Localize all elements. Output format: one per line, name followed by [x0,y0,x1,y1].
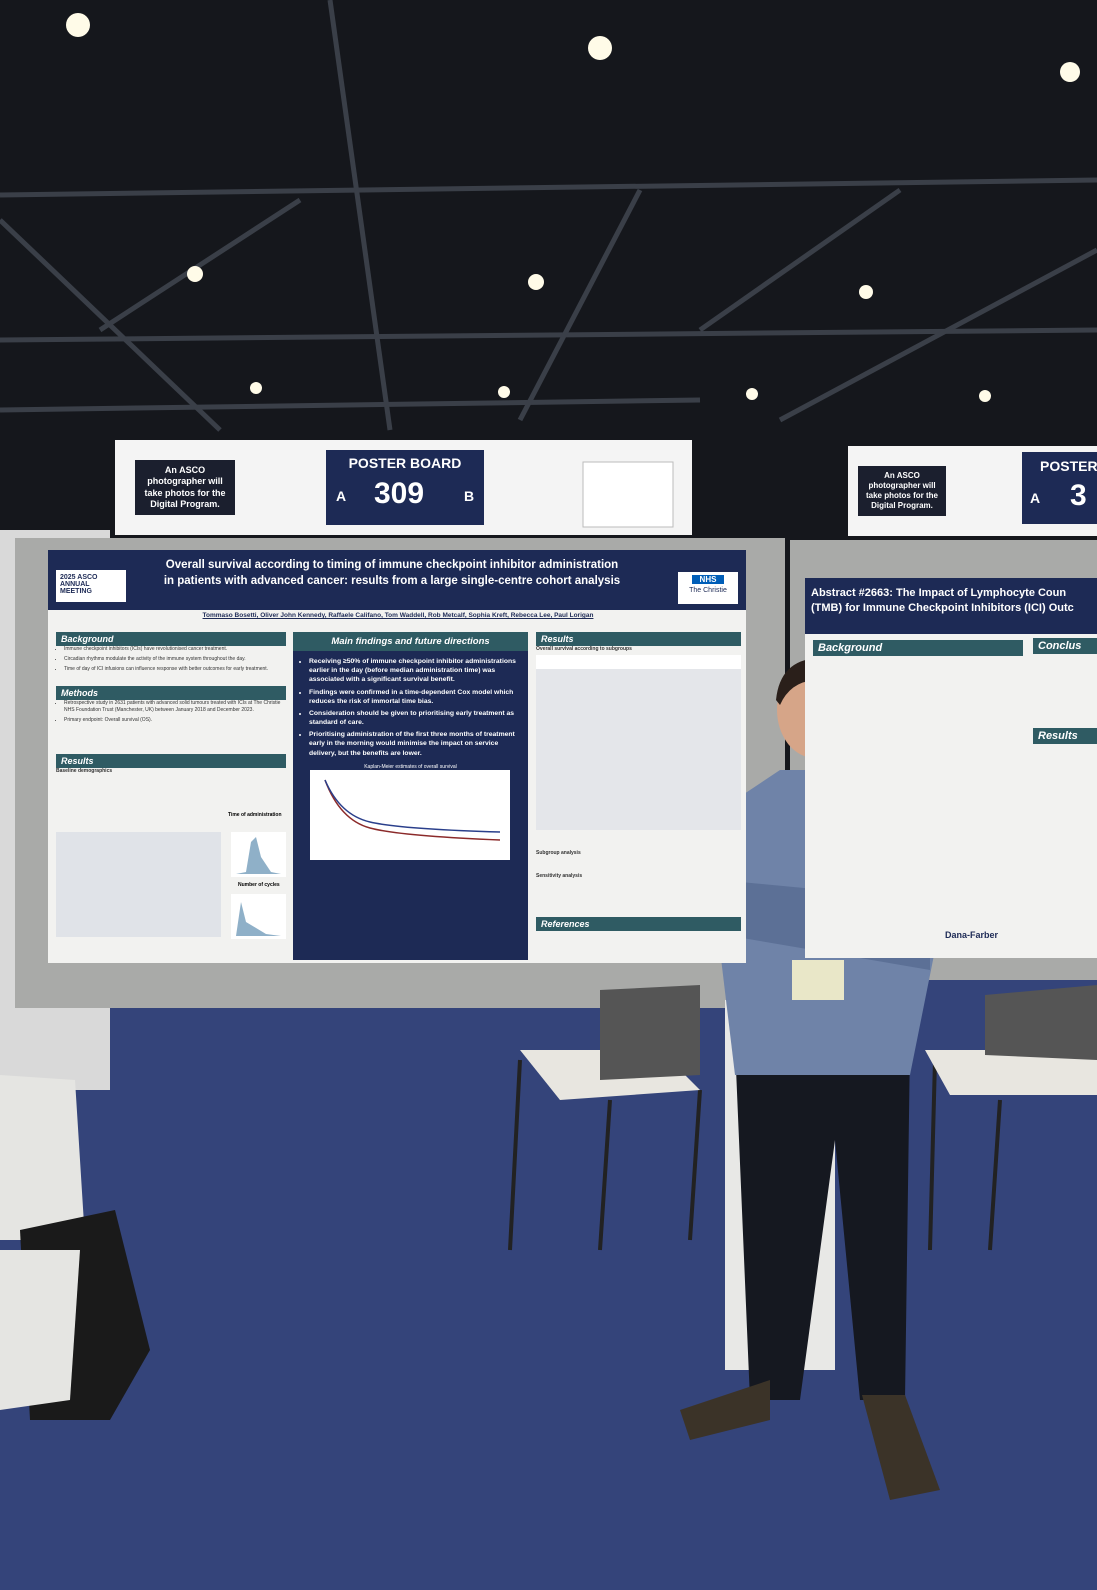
right-column: Results Overall survival according to su… [536,632,741,932]
authors: Tommaso Bosetti, Oliver John Kennedy, Ra… [202,612,594,619]
section-heading: Results [1033,728,1097,744]
km-title: Kaplan-Meier estimates of overall surviv… [364,763,457,770]
chair-left [0,1075,85,1240]
section-heading: Methods [56,686,286,701]
photographer-notice: An ASCO photographer will take photos fo… [135,460,235,515]
chair-back [600,985,700,1080]
nhs: NHS [692,575,724,584]
title-line: Overall survival according to timing of … [165,559,619,571]
bullet: Circadian rhythms modulate the activity … [64,656,286,663]
section-heading: Conclus [1033,638,1097,654]
km-plot [310,769,510,860]
bullet: Prioritising administration of the first… [309,730,520,758]
subheading: Number of cycles [238,882,280,888]
poster: 2025 ASCO ANNUAL MEETING Overall surviva… [48,550,746,963]
subheading: Overall survival according to subgroups [536,646,632,652]
poster-2-title: Abstract #2663: The Impact of Lymphocyte… [805,578,1097,634]
photographer-notice: An ASCO photographer will take photos fo… [858,466,946,516]
board-heading: POSTER [1040,458,1097,474]
methods-list: Retrospective study in 2631 patients wit… [56,700,286,723]
bullet: Receiving ≥50% of immune checkpoint inhi… [309,657,520,685]
trusses [0,0,1097,432]
title-line: (TMB) for Immune Checkpoint Inhibitors (… [811,602,1074,615]
left-column: Background Immune checkpoint inhibitors … [56,632,286,939]
main-findings: Main findings and future directions Rece… [293,632,528,960]
poster-2: Abstract #2663: The Impact of Lymphocyte… [805,578,1097,958]
subheading: Subgroup analysis [536,849,581,856]
section-heading: Main findings and future directions [293,632,528,651]
poster-title: Overall survival according to timing of … [132,558,652,589]
subheading: Time of administration [228,812,282,818]
poster-board-sign: POSTER BOARD A 309 B [326,450,484,525]
title-line: in patients with advanced cancer: result… [163,574,621,587]
section-heading: Background [56,632,286,646]
lights [66,13,1080,402]
org: The Christie [689,587,727,594]
subheading: Baseline demographics [56,767,113,774]
section-heading: References [536,917,741,932]
section-heading: Results [56,753,286,768]
bullet: Immune checkpoint inhibitors (ICIs) have… [64,646,286,653]
subheading: Sensitivity analysis [536,872,583,879]
findings-list: Receiving ≥50% of immune checkpoint inhi… [293,651,528,758]
bullet: Primary endpoint: Overall survival (OS). [64,717,286,724]
bullet: Findings were confirmed in a time-depend… [309,688,520,706]
bullet: Retrospective study in 2631 patients wit… [64,700,286,714]
board-side: B [464,488,475,504]
bullet: Consideration should be given to priorit… [309,709,520,727]
chair-seat [925,1050,1097,1095]
dana-farber-logo: Dana-Farber [945,930,999,940]
instructions-sheet [582,461,674,528]
section-heading: Results [536,632,741,646]
subgroup-table [536,654,741,830]
nhs-logo: NHS The Christie [678,572,738,604]
tables [56,832,286,939]
background-list: Immune checkpoint inhibitors (ICIs) have… [56,646,286,672]
chairs [508,1059,1002,1251]
poster-header: 2025 ASCO ANNUAL MEETING Overall surviva… [48,550,746,610]
bullet: Time of day of ICI infusions can influen… [64,666,286,673]
asco-logo: 2025 ASCO ANNUAL MEETING [56,570,126,602]
board-number: 3 [1070,479,1087,512]
chair-back [985,985,1097,1060]
board-number: 309 [374,477,425,510]
board-heading: POSTER BOARD [348,455,462,471]
poster-board-sign: POSTER A 3 [1022,452,1097,524]
chair-left-seat [0,1250,80,1410]
title-line: Abstract #2663: The Impact of Lymphocyte… [811,587,1067,599]
board-side: A [336,488,347,504]
board-side: A [1030,490,1041,506]
section-heading: Background [813,640,1023,656]
